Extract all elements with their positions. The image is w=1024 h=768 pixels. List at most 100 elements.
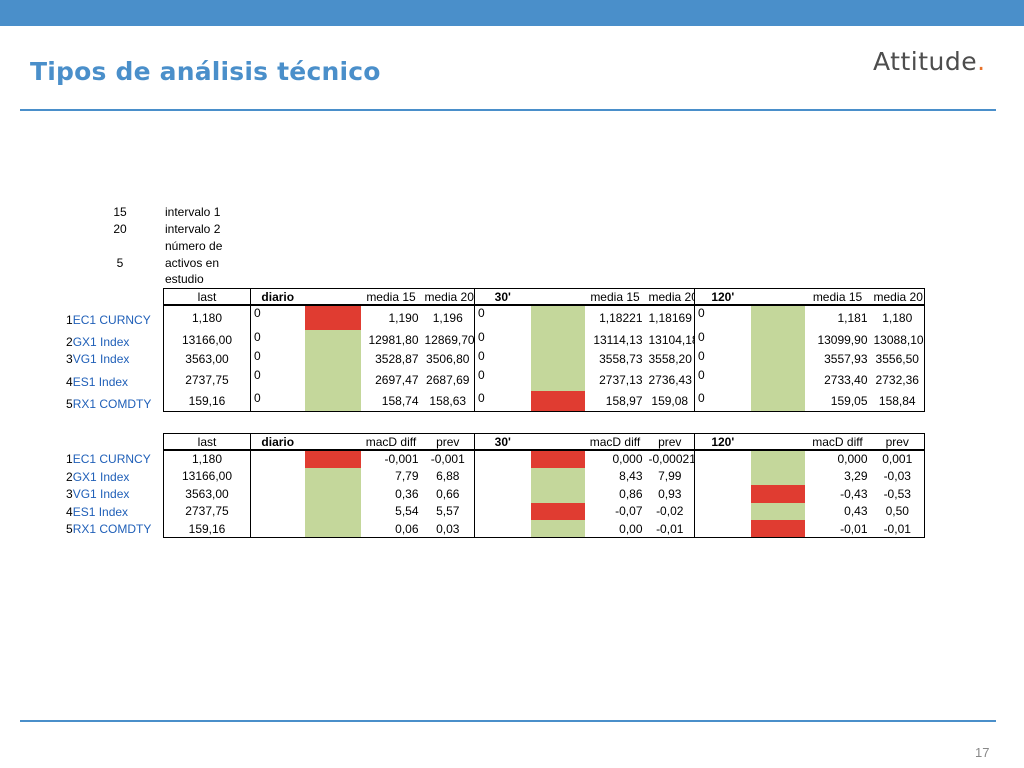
last-value: 3563,00 bbox=[163, 485, 251, 503]
asset-row-label: 2GX1 Index bbox=[66, 335, 129, 349]
asset-row-label: 3VG1 Index bbox=[66, 352, 129, 366]
last-value: 1,180 bbox=[163, 305, 251, 330]
page-number: 17 bbox=[975, 745, 990, 760]
prev-value: -0,001 bbox=[430, 452, 465, 467]
asset-index: 3 bbox=[66, 352, 73, 366]
col-header-media15: media 15 bbox=[584, 288, 646, 306]
diario-signal-cell bbox=[304, 467, 361, 485]
media20-value: 3558,20 bbox=[648, 351, 692, 366]
media20-value: 2732,36 bbox=[870, 368, 925, 391]
col-header-prev: prev bbox=[421, 433, 475, 451]
prev-value: 0,50 bbox=[870, 502, 925, 520]
last-value: 2737,75 bbox=[163, 502, 251, 520]
empty-120 bbox=[694, 520, 751, 538]
asset-name: EC1 CURNCY bbox=[72, 313, 151, 327]
media20-value: 158,84 bbox=[870, 391, 925, 412]
prev-value: 7,99 bbox=[658, 469, 682, 484]
signal-120-cell bbox=[750, 349, 805, 368]
header-divider bbox=[20, 109, 996, 111]
col-header-media20: media 20 bbox=[645, 288, 695, 306]
prev-value: 0,001 bbox=[870, 450, 925, 468]
logo-dot: . bbox=[977, 47, 986, 76]
col-header-macd-diff: macD diff bbox=[804, 433, 871, 451]
signal-120-value: 0 bbox=[694, 349, 751, 368]
signal-30-cell bbox=[530, 305, 585, 330]
asset-index: 5 bbox=[66, 522, 73, 536]
asset-row-label: 4ES1 Index bbox=[66, 505, 128, 519]
prev-value: 0,66 bbox=[436, 486, 460, 501]
signal-120-cell bbox=[750, 391, 805, 412]
table-row: 159,16 0,06 0,03 0,00 -0,01 -0,01 -0,01 bbox=[163, 520, 925, 538]
attitude-logo: Attitude. bbox=[873, 47, 986, 76]
signal-30-value: 0 bbox=[474, 391, 531, 412]
param-label-3-line-1: número de bbox=[165, 239, 223, 253]
col-header-signal bbox=[750, 288, 805, 306]
media15-value: 1,181 bbox=[837, 311, 868, 325]
media15-value: 13099,90 bbox=[817, 332, 868, 347]
media20-value: 3556,50 bbox=[870, 349, 925, 368]
table-row: 159,16 0 158,74 158,63 0 158,97 159,08 0 159,05 1… bbox=[163, 391, 925, 412]
asset-index: 1 bbox=[66, 313, 73, 327]
asset-index: 2 bbox=[66, 470, 73, 484]
asset-row-label: 5RX1 COMDTY bbox=[66, 397, 151, 411]
empty-30 bbox=[474, 485, 531, 503]
signal-30-value: 0 bbox=[474, 330, 531, 349]
signal-30-value: 0 bbox=[474, 368, 531, 391]
col-header-media20: media 20 bbox=[421, 288, 475, 306]
macd-diff-value: 5,54 bbox=[395, 504, 419, 519]
asset-name: RX1 COMDTY bbox=[72, 397, 152, 411]
diario-signal-value: 0 bbox=[250, 368, 305, 391]
media20-value: 158,63 bbox=[421, 391, 475, 412]
media20-value: 1,18169 bbox=[648, 311, 692, 325]
empty-120 bbox=[694, 467, 751, 485]
param-label-1: intervalo 1 bbox=[165, 205, 221, 219]
asset-row-label: 1EC1 CURNCY bbox=[66, 452, 151, 466]
signal-30-cell bbox=[530, 368, 585, 391]
signal-120-cell bbox=[750, 467, 805, 485]
last-value: 1,180 bbox=[163, 450, 251, 468]
empty-30 bbox=[474, 520, 531, 538]
col-header-signal bbox=[304, 433, 361, 451]
diario-empty bbox=[250, 520, 305, 538]
col-header-signal bbox=[530, 433, 585, 451]
diario-signal-cell bbox=[304, 368, 361, 391]
signal-30-cell bbox=[530, 450, 585, 468]
asset-name: RX1 COMDTY bbox=[72, 522, 152, 536]
asset-row-label: 1EC1 CURNCY bbox=[66, 313, 151, 327]
col-header-signal bbox=[304, 288, 361, 306]
media15-value: 159,05 bbox=[804, 391, 871, 412]
col-header-macd-diff: macD diff bbox=[584, 433, 646, 451]
media20-value: 1,196 bbox=[432, 311, 463, 325]
asset-row-label: 4ES1 Index bbox=[66, 375, 128, 389]
last-value: 13166,00 bbox=[163, 467, 251, 485]
diario-signal-cell bbox=[304, 502, 361, 520]
diario-signal-value: 0 bbox=[250, 305, 305, 330]
signal-30-cell bbox=[530, 467, 585, 485]
last-value: 2737,75 bbox=[163, 368, 251, 391]
diario-signal-cell bbox=[304, 330, 361, 349]
col-header-last: last bbox=[163, 288, 251, 306]
signal-30-cell bbox=[530, 330, 585, 349]
signal-30-cell bbox=[530, 520, 585, 538]
prev-value: -0,53 bbox=[870, 485, 925, 503]
media15-value: 2733,40 bbox=[824, 372, 868, 387]
prev-value: 0,93 bbox=[658, 486, 682, 501]
signal-120-value: 0 bbox=[694, 391, 751, 412]
media15-value: 3528,87 bbox=[375, 351, 419, 366]
col-header-120: 120' bbox=[694, 288, 751, 306]
macd-diff-value: 0,000 bbox=[612, 452, 643, 467]
asset-row-label: 3VG1 Index bbox=[66, 487, 129, 501]
prev-value: 6,88 bbox=[436, 469, 460, 484]
col-header-prev: prev bbox=[645, 433, 695, 451]
empty-120 bbox=[694, 485, 751, 503]
table-header-row: last diario media 15 media 20 30' media … bbox=[163, 288, 925, 306]
media15-value: 3558,73 bbox=[599, 351, 643, 366]
signal-120-value: 0 bbox=[694, 368, 751, 391]
signal-30-cell bbox=[530, 391, 585, 412]
page-title: Tipos de análisis técnico bbox=[30, 57, 381, 86]
macd-diff-value: -0,07 bbox=[615, 504, 643, 519]
prev-value: -0,01 bbox=[645, 520, 695, 538]
media20-value: 159,08 bbox=[645, 391, 695, 412]
prev-value: -0,01 bbox=[870, 520, 925, 538]
macd-diff-value: 0,43 bbox=[844, 504, 868, 519]
